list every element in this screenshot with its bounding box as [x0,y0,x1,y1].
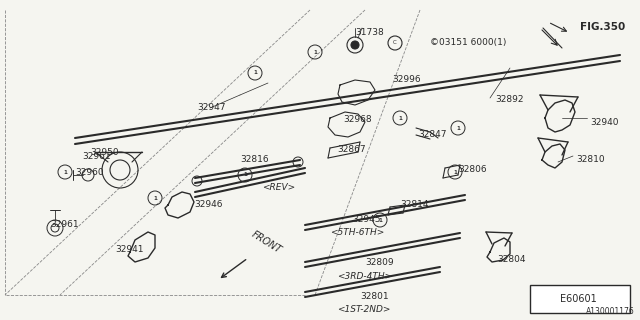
Text: 31738: 31738 [355,28,384,37]
Text: 32968: 32968 [343,115,372,124]
Text: 1: 1 [153,196,157,201]
Text: 32946: 32946 [194,200,223,209]
Text: FIG.350: FIG.350 [580,22,625,32]
Text: 1: 1 [378,218,382,222]
Text: 32996: 32996 [392,75,420,84]
Text: <5TH-6TH>: <5TH-6TH> [330,228,384,237]
Bar [530,285,630,313]
Text: FRONT: FRONT [250,229,284,255]
Text: 32960: 32960 [75,168,104,177]
Text: 32867: 32867 [337,145,365,154]
Text: 32804: 32804 [497,255,525,264]
Text: 32950: 32950 [90,148,118,157]
Text: 32961: 32961 [82,152,111,161]
Text: A130001176: A130001176 [586,307,635,316]
Text: 1: 1 [243,172,247,178]
Text: 1: 1 [313,50,317,54]
Text: 32809: 32809 [365,258,394,267]
Text: 32806: 32806 [458,165,486,174]
Text: 32961: 32961 [50,220,79,229]
Text: 1: 1 [546,297,550,301]
Text: <REV>: <REV> [262,183,295,192]
Text: 1: 1 [398,116,402,121]
Text: 32814: 32814 [400,200,429,209]
Text: 1: 1 [453,170,457,174]
Text: 32941: 32941 [115,245,143,254]
Circle shape [351,41,359,49]
Text: 1: 1 [253,70,257,76]
Text: 32816: 32816 [240,155,269,164]
Text: <3RD-4TH>: <3RD-4TH> [337,272,392,281]
Text: 32892: 32892 [495,95,524,104]
Text: 32940: 32940 [590,118,618,127]
Text: C: C [393,41,397,45]
Text: 32947: 32947 [197,103,225,112]
Text: <1ST-2ND>: <1ST-2ND> [337,305,390,314]
Text: 1: 1 [456,125,460,131]
Text: 32810: 32810 [576,155,605,164]
Text: 32847: 32847 [418,130,447,139]
Text: E60601: E60601 [560,294,596,304]
Text: 1: 1 [63,170,67,174]
Text: 32945: 32945 [352,215,381,224]
Text: 32801: 32801 [360,292,388,301]
Text: ©03151 6000(1): ©03151 6000(1) [430,38,506,47]
